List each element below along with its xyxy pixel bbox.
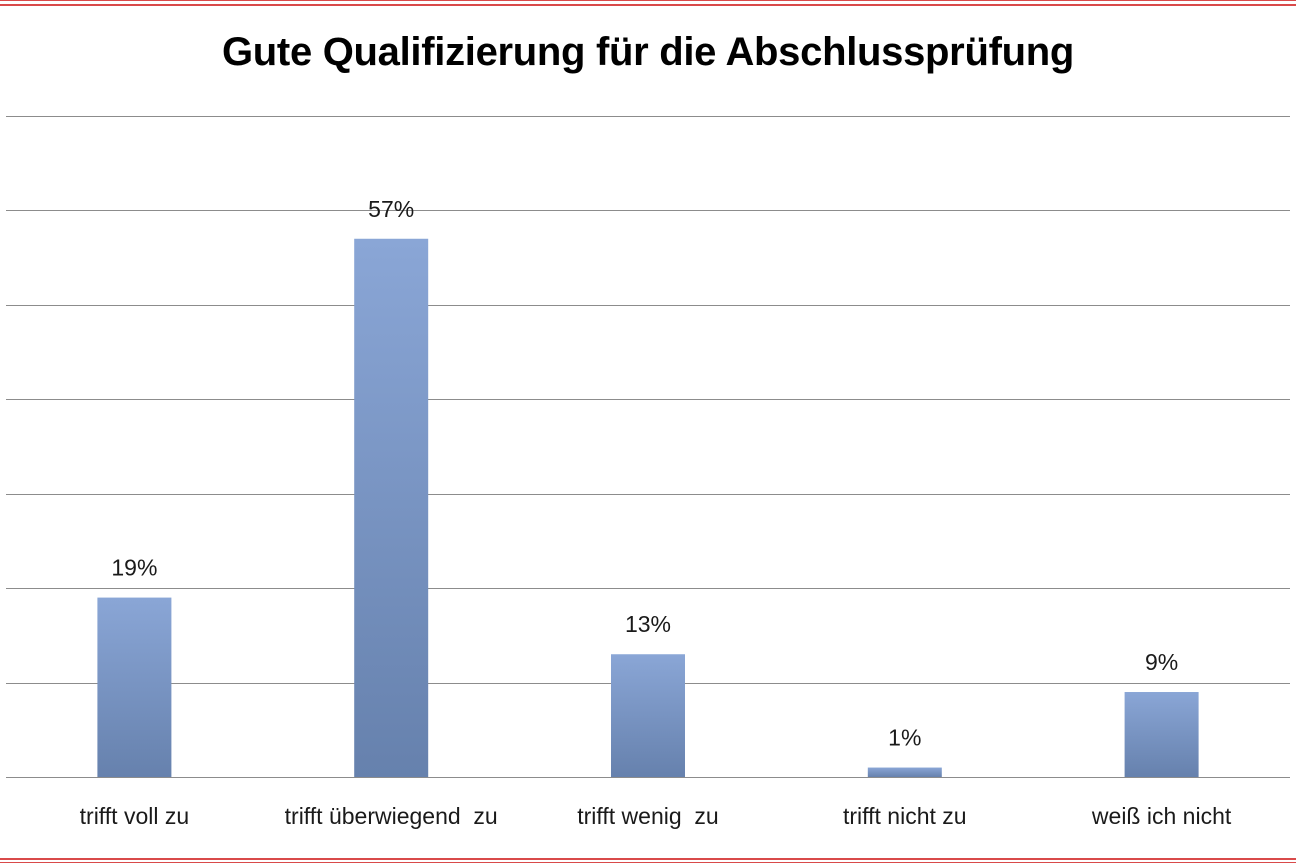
- data-label-4: 1%: [888, 725, 921, 751]
- chart-title: Gute Qualifizierung für die Abschlussprü…: [221, 30, 1074, 74]
- data-label-3: 13%: [625, 611, 671, 637]
- data-labels: 19% 57% 13% 1% 9%: [111, 196, 1178, 751]
- bars: [97, 238, 1199, 777]
- bar-1: [97, 597, 172, 777]
- bar-3: [611, 654, 685, 777]
- category-label-2: trifft überwiegend zu: [285, 803, 498, 829]
- category-label-3: trifft wenig zu: [577, 803, 718, 829]
- data-label-5: 9%: [1145, 649, 1178, 675]
- frame-top-line-thin: [0, 0, 1296, 1]
- data-label-2: 57%: [368, 196, 414, 222]
- category-labels: trifft voll zu trifft überwiegend zu triff…: [80, 803, 1232, 829]
- frame-bottom-line-thin: [0, 862, 1296, 863]
- bar-5: [1124, 692, 1199, 777]
- data-label-1: 19%: [111, 555, 157, 581]
- gridlines: [6, 116, 1290, 778]
- frame-top-line: [0, 4, 1296, 6]
- bar-4: [867, 767, 942, 777]
- category-label-5: weiß ich nicht: [1091, 803, 1232, 829]
- category-label-4: trifft nicht zu: [843, 803, 967, 829]
- bar-2: [354, 238, 429, 777]
- category-label-1: trifft voll zu: [80, 803, 190, 829]
- frame-bottom-line: [0, 858, 1296, 860]
